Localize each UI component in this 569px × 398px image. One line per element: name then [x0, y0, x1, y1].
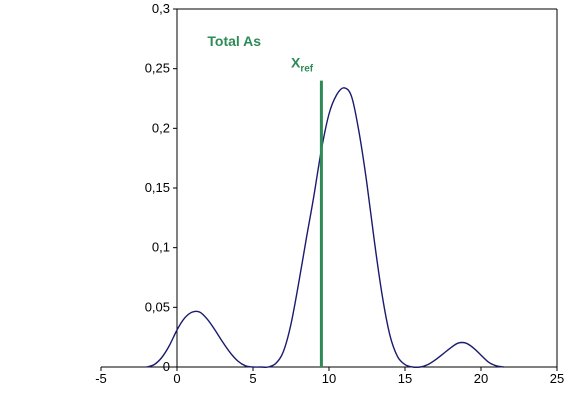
x-tick-label: 0	[173, 371, 180, 386]
annotation-total-as: Total As	[207, 33, 261, 49]
y-tick-label: 0,1	[152, 240, 170, 255]
y-tick-label: 0,2	[152, 120, 170, 135]
x-tick-label: 15	[398, 371, 412, 386]
y-tick-label: 0,3	[152, 1, 170, 16]
y-axis: 00,050,10,150,20,250,3	[145, 1, 558, 374]
y-tick-label: 0,05	[145, 299, 170, 314]
x-tick-label: 5	[249, 371, 256, 386]
x-axis: -5 0 5 10 15 20 25	[95, 366, 564, 386]
series-line	[146, 87, 504, 368]
x-tick-label: 20	[474, 371, 488, 386]
series-group	[146, 87, 504, 368]
y-tick-label: 0,25	[145, 61, 170, 76]
x-tick-label: 10	[322, 371, 336, 386]
annotation-xref: Xref	[291, 54, 314, 74]
x-tick-label: 25	[550, 371, 564, 386]
y-tick-label: 0,15	[145, 180, 170, 195]
annotations: Total As Xref	[207, 33, 323, 367]
x-tick-label: -5	[95, 371, 107, 386]
